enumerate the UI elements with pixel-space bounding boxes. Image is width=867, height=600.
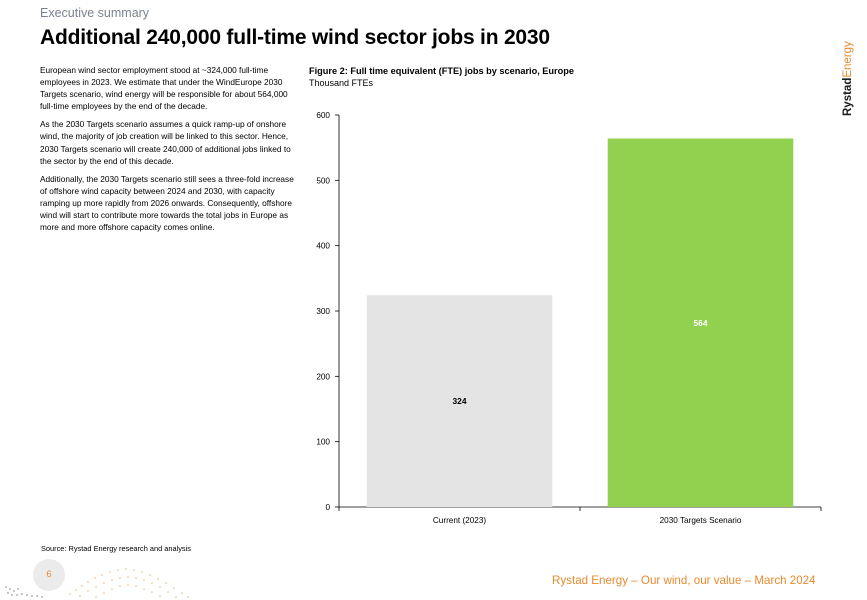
bar [607, 138, 794, 507]
bar-data-label: 324 [453, 396, 467, 406]
source-note: Source: Rystad Energy research and analy… [41, 544, 191, 553]
y-tick-label: 300 [316, 307, 330, 316]
decorative-dot-pattern [5, 568, 189, 598]
body-paragraph-2: As the 2030 Targets scenario assumes a q… [40, 119, 291, 166]
x-category-label: Current (2023) [433, 516, 487, 525]
bar [366, 295, 553, 507]
body-paragraph-1: European wind sector employment stood at… [40, 65, 288, 112]
body-paragraph-3: Additionally, the 2030 Targets scenario … [40, 173, 294, 233]
y-tick-label: 200 [316, 372, 330, 381]
y-tick-label: 400 [316, 242, 330, 251]
figure-title: Figure 2: Full time equivalent (FTE) job… [309, 66, 574, 76]
x-category-label: 2030 Targets Scenario [660, 516, 742, 525]
body-text: European wind sector employment stood at… [40, 64, 298, 239]
page-title: Additional 240,000 full-time wind sector… [40, 26, 550, 49]
y-tick-label: 500 [316, 176, 330, 185]
y-tick-label: 600 [316, 111, 330, 120]
y-tick-label: 100 [316, 438, 330, 447]
bar-data-label: 564 [694, 318, 708, 328]
y-tick-label: 0 [325, 503, 330, 512]
figure-unit: Thousand FTEs [309, 78, 374, 88]
section-label: Executive summary [40, 6, 150, 20]
footer-text: Rystad Energy – Our wind, our value – Ma… [552, 574, 816, 587]
page-number: 6 [33, 559, 65, 591]
